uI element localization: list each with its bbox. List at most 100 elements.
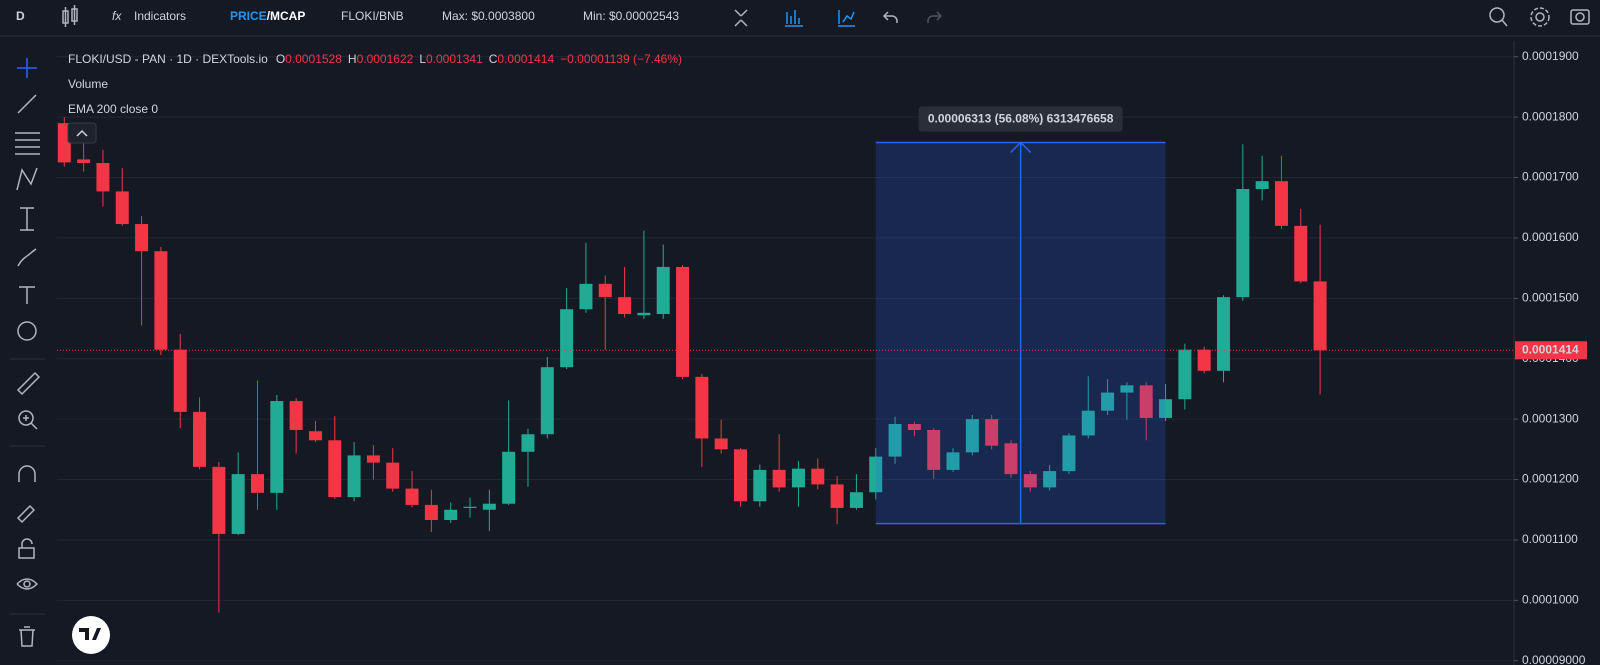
compare-icon[interactable] [838, 10, 855, 27]
settings-icon[interactable] [1530, 7, 1550, 27]
candle-body [77, 159, 91, 164]
candle-body [598, 283, 612, 298]
chart-icon[interactable] [785, 10, 803, 27]
change-value: −0.00001139 (−7.46%) [560, 52, 682, 66]
y-tick-label: 0.0001900 [1522, 49, 1579, 63]
zoom-tool[interactable] [18, 410, 38, 430]
candle-body [521, 434, 535, 452]
fullscreen-icon[interactable] [734, 9, 748, 27]
candle-body [1217, 297, 1230, 371]
text-tool[interactable] [19, 286, 35, 304]
min-button[interactable]: Min: $0.00002543 [583, 9, 679, 23]
candle-body [444, 509, 458, 521]
lock-drawing-tool[interactable] [16, 504, 36, 524]
candle-body [849, 492, 863, 508]
candle-body [618, 297, 632, 315]
indicators-button[interactable]: Indicators [134, 9, 186, 23]
candle-body [1062, 435, 1076, 472]
candle-body [965, 419, 979, 453]
candle-body [1197, 349, 1211, 371]
candle-body [540, 367, 554, 435]
candle-body [347, 455, 361, 498]
brush-tool[interactable] [17, 248, 37, 267]
y-tick-label: 0.0001700 [1522, 170, 1579, 184]
fx-icon[interactable]: fx [112, 9, 122, 23]
ruler-tool[interactable] [16, 371, 41, 396]
low-label: L [419, 52, 426, 66]
price-label: PRICE [230, 9, 267, 23]
candle-body [193, 411, 207, 467]
candle-body [502, 451, 516, 504]
candle-body [96, 163, 110, 192]
undo-icon[interactable] [882, 11, 898, 23]
candle-body [927, 430, 941, 470]
candle-body [985, 419, 999, 446]
crosshair-tool[interactable] [17, 58, 37, 78]
candle-body [289, 401, 303, 431]
trendline-tool[interactable] [17, 94, 37, 114]
y-tick-label: 0.0001800 [1522, 109, 1579, 123]
candle-body [1236, 188, 1250, 298]
low-value: 0.0001341 [426, 52, 483, 66]
candle-body [734, 449, 747, 502]
redo-icon[interactable] [927, 11, 943, 23]
measure-arrowhead [1010, 141, 1032, 154]
candle-body [1101, 392, 1115, 411]
pattern-tool[interactable] [16, 167, 38, 191]
collapse-button[interactable] [67, 122, 97, 144]
price-label-bg [1515, 341, 1587, 360]
magnet-tool[interactable] [18, 465, 36, 482]
left-toolbar [10, 58, 45, 647]
candle-body [791, 468, 805, 488]
candle-body [386, 462, 400, 489]
candle-body [1178, 349, 1192, 400]
candle-body [1043, 471, 1057, 488]
candle-body [231, 474, 245, 534]
plot [57, 117, 1327, 613]
interval-button[interactable]: D [16, 9, 25, 23]
candle-body [328, 440, 342, 498]
y-tick-label: 0.0001000 [1522, 593, 1579, 607]
candle-body [482, 503, 496, 510]
y-tick-label: 0.0001300 [1522, 411, 1579, 425]
y-tick-label: 0.0001500 [1522, 291, 1579, 305]
candle-body [695, 376, 709, 439]
candle-body [560, 309, 574, 368]
price-mcap-toggle[interactable]: PRICE/MCAP [230, 9, 305, 23]
alert-icon[interactable] [1489, 7, 1508, 27]
tradingview-logo[interactable] [72, 616, 110, 654]
visibility-tool[interactable] [16, 578, 39, 590]
high-label: H [348, 52, 357, 66]
overlay: 0.00006313 (56.08%) 6313476658 0.0001414 [57, 106, 1587, 525]
open-value: 0.0001528 [285, 52, 342, 66]
candle-body [1023, 474, 1037, 488]
emoji-tool[interactable] [17, 321, 37, 341]
y-tick-label: 0.0001600 [1522, 230, 1579, 244]
candle-body [173, 349, 187, 412]
screenshot-icon[interactable] [1570, 9, 1590, 25]
close-value: 0.0001414 [497, 52, 554, 66]
fib-tool[interactable] [15, 132, 40, 155]
delete-tool[interactable] [19, 626, 35, 647]
candle-body [656, 266, 670, 315]
candle-body [676, 266, 690, 377]
candle-body [869, 456, 883, 493]
candle-body [212, 466, 226, 534]
measure-tooltip: 0.00006313 (56.08%) 6313476658 [928, 112, 1114, 126]
projection-tool[interactable] [20, 207, 34, 231]
lock-tool[interactable] [18, 538, 35, 559]
candle-body [1004, 443, 1018, 475]
candle-body [907, 423, 921, 431]
pair-button[interactable]: FLOKI/BNB [341, 9, 404, 23]
open-label: O [276, 52, 285, 66]
candle-body [772, 469, 786, 488]
max-button[interactable]: Max: $0.0003800 [442, 9, 535, 23]
candle-body [308, 431, 322, 441]
measure-tooltip-bg [918, 106, 1123, 132]
candle-body [811, 468, 825, 485]
candle-body [753, 469, 767, 502]
candle-type-icon[interactable] [62, 5, 78, 27]
y-tick-label: 0.0001200 [1522, 472, 1579, 486]
